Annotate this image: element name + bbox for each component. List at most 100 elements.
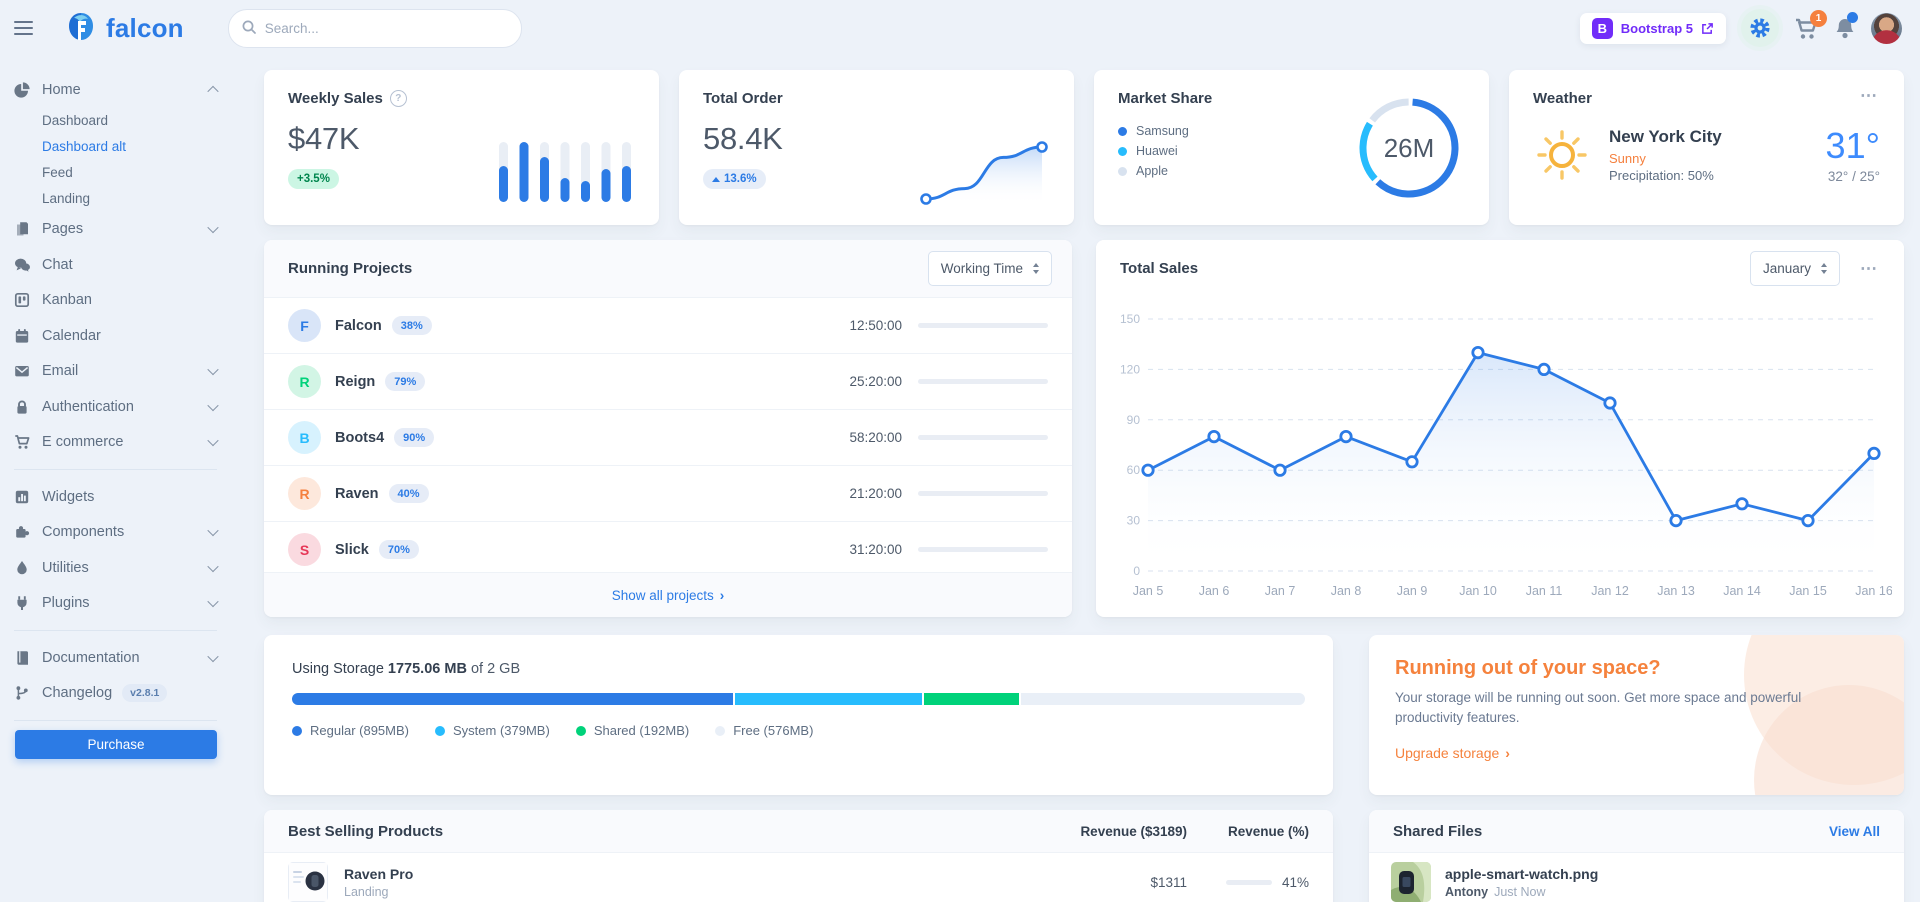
product-thumbnail [288, 862, 328, 902]
month-select[interactable]: January [1749, 251, 1840, 286]
sidebar-item-dashboard[interactable]: Dashboard [0, 108, 240, 134]
weather-precipitation: Precipitation: 50% [1609, 167, 1714, 183]
view-all-link[interactable]: View All [1828, 823, 1880, 839]
svg-text:Jan 10: Jan 10 [1459, 584, 1497, 598]
svg-text:Jan 8: Jan 8 [1331, 584, 1362, 598]
legend-label: Huawei [1136, 144, 1178, 158]
cart-count-badge: 1 [1810, 9, 1827, 27]
weather-range: 32° / 25° [1827, 169, 1880, 184]
svg-text:26M: 26M [1384, 133, 1435, 163]
weekly-sales-card: Weekly Sales $47K +3.5% [264, 70, 659, 225]
cart-button[interactable]: 1 [1794, 9, 1827, 40]
svg-text:Jan 16: Jan 16 [1855, 584, 1892, 598]
sidebar-item-plugins[interactable]: Plugins [0, 586, 240, 622]
falcon-logo-icon [69, 13, 93, 40]
project-name-link[interactable]: Falcon [335, 317, 382, 334]
storage-title: Using Storage 1775.06 MB of 2 GB [292, 661, 521, 677]
show-all-projects-link[interactable]: Show all projects [612, 588, 725, 603]
file-icon [14, 221, 31, 238]
weekly-sales-bar-chart [499, 142, 631, 202]
project-row-reign: R Reign 79% 25:20:00 [264, 354, 1072, 410]
legend-item-samsung: Samsung [1118, 121, 1465, 141]
svg-text:Jan 11: Jan 11 [1526, 584, 1563, 598]
working-time-select[interactable]: Working Time [927, 251, 1052, 286]
chevron-down-icon [207, 364, 219, 376]
book-icon [14, 649, 31, 666]
sidebar-item-dashboard-alt[interactable]: Dashboard alt [0, 134, 240, 160]
sidebar-item-calendar[interactable]: Calendar [0, 318, 240, 354]
sidebar-item-pages[interactable]: Pages [0, 212, 240, 248]
project-name-link[interactable]: Slick [335, 541, 369, 558]
project-name-link[interactable]: Raven [335, 485, 379, 502]
sidebar-item-email[interactable]: Email [0, 354, 240, 390]
sidebar-item-widgets[interactable]: Widgets [0, 479, 240, 515]
product-revenue: $1311 [1150, 874, 1187, 890]
sidebar-item-components[interactable]: Components [0, 515, 240, 551]
select-arrows-icon [1821, 263, 1827, 274]
file-name-link[interactable]: apple-smart-watch.png [1445, 865, 1599, 882]
brand-logo[interactable]: falcon [64, 11, 184, 45]
products-list: Raven Pro Landing $1311 41% [264, 853, 1333, 902]
product-category-link[interactable]: Landing [344, 884, 389, 899]
project-name-link[interactable]: Reign [335, 373, 376, 390]
svg-text:0: 0 [1133, 564, 1140, 578]
sidebar-item-authentication[interactable]: Authentication [0, 389, 240, 425]
sidebar-item-utilities[interactable]: Utilities [0, 550, 240, 586]
kanban-icon [14, 292, 31, 309]
svg-text:30: 30 [1127, 514, 1141, 528]
sidebar-item-label: Components [42, 524, 125, 541]
bootstrap5-badge[interactable]: B Bootstrap 5 [1579, 12, 1726, 44]
notifications-button[interactable] [1834, 11, 1858, 40]
project-avatar: B [288, 421, 321, 454]
project-progress-bar [918, 435, 1048, 440]
project-percent-badge: 38% [391, 316, 432, 335]
storage-card: Using Storage 1775.06 MB of 2 GB Regular… [264, 635, 1333, 795]
user-avatar[interactable] [1871, 13, 1902, 44]
product-name-link[interactable]: Raven Pro [344, 865, 414, 882]
upgrade-storage-link[interactable]: Upgrade storage [1395, 745, 1510, 761]
best-selling-products-card: Best Selling Products Revenue ($3189) Re… [264, 810, 1333, 902]
svg-text:Jan 9: Jan 9 [1397, 584, 1428, 598]
sidebar-item-label: Authentication [42, 398, 134, 415]
sidebar-item-label: Home [42, 81, 81, 98]
project-name-link[interactable]: Boots4 [335, 429, 385, 446]
project-time: 21:20:00 [849, 486, 902, 501]
settings-button[interactable] [1741, 9, 1779, 47]
sidebar-item-label: Kanban [42, 292, 92, 309]
sidebar-item-feed[interactable]: Feed [0, 160, 240, 186]
help-icon[interactable] [389, 90, 407, 107]
sidebar-divider [14, 469, 217, 470]
sun-icon [1537, 129, 1587, 180]
gear-icon [1741, 9, 1779, 47]
sidebar-item-landing[interactable]: Landing [0, 186, 240, 212]
sidebar-item-home[interactable]: Home [0, 72, 240, 108]
purchase-button[interactable]: Purchase [15, 730, 217, 759]
sidebar-item-chat[interactable]: Chat [0, 247, 240, 283]
sidebar-item-label: Feed [42, 165, 73, 180]
market-share-donut-chart: 26M [1359, 98, 1459, 197]
svg-text:Jan 14: Jan 14 [1723, 584, 1761, 598]
weather-more-options-icon[interactable] [1854, 90, 1884, 102]
sidebar-item-label: Changelog [42, 685, 113, 702]
total-sales-card: Total Sales January 0 30 60 90 120 150 Jan 5 Ja… [1096, 240, 1904, 617]
sidebar-item-documentation[interactable]: Documentation [0, 640, 240, 676]
file-timestamp: Just Now [1494, 884, 1546, 899]
legend-dot [435, 725, 445, 736]
search-input[interactable] [227, 8, 522, 48]
storage-segment [1020, 693, 1305, 705]
chevron-up-icon [207, 85, 219, 97]
search-icon [242, 20, 256, 34]
weekly-sales-value: $47K [288, 121, 360, 156]
sidebar-item-e-commerce[interactable]: E commerce [0, 425, 240, 461]
hamburger-menu-button[interactable] [14, 15, 40, 41]
sidebar-item-kanban[interactable]: Kanban [0, 283, 240, 319]
sidebar-item-changelog[interactable]: Changelog v2.8.1 [0, 676, 240, 712]
legend-label: System (379MB) [453, 723, 550, 738]
upgrade-space-card: Running out of your space? Your storage … [1369, 635, 1904, 795]
total-sales-more-options-icon[interactable] [1854, 263, 1884, 275]
legend-dot [715, 725, 726, 736]
legend-label: Free (576MB) [733, 723, 814, 738]
space-card-title: Running out of your space? [1395, 657, 1661, 679]
sidebar-item-label: Documentation [42, 649, 140, 666]
